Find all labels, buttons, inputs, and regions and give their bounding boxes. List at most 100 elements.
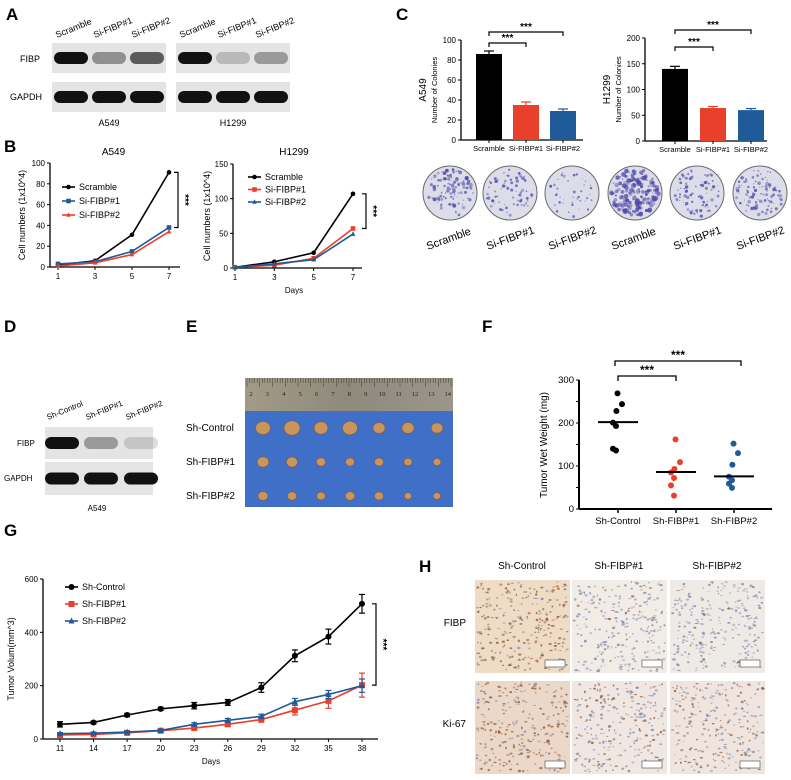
cell-nucleus [676,743,680,745]
cell-nucleus [646,749,650,752]
cell-nucleus [588,611,591,614]
cell-nucleus [639,585,643,588]
cell-nucleus [722,756,725,758]
colony [746,189,748,192]
cell-nucleus [635,618,639,621]
cell-nucleus [701,750,705,753]
cell-nucleus [742,645,745,648]
fibp-blot-A549-band [92,52,126,64]
cell-nucleus [674,754,676,756]
cell-nucleus [505,746,507,750]
cell-nucleus [759,714,763,716]
data-point [90,729,97,736]
cell-nucleus [512,721,515,724]
cell-nucleus [625,687,628,690]
data-point [68,617,75,624]
cell-nucleus [639,738,643,740]
cell-nucleus [625,765,628,768]
cell-nucleus [736,590,740,593]
cell-nucleus [489,738,494,741]
colony [523,179,527,182]
cell-nucleus [646,618,650,621]
cell-nucleus [659,626,662,628]
colony [764,184,768,188]
cell-nucleus [600,610,603,613]
colony [709,173,711,175]
cell-nucleus [676,637,680,639]
cell-nucleus [596,723,600,727]
cell-nucleus [675,744,678,746]
cell-nucleus [485,700,488,702]
cell-nucleus [636,709,638,711]
cell-nucleus [729,592,732,595]
colony [779,198,783,202]
cell-nucleus [562,637,566,641]
cell-nucleus [682,582,686,586]
colony [651,177,654,180]
cell-nucleus [521,619,524,622]
cell-nucleus [506,654,509,657]
cell-nucleus [709,647,713,649]
cell-nucleus [492,752,495,754]
cell-nucleus [574,760,578,762]
cell-nucleus [719,595,723,597]
cell-nucleus [749,750,752,752]
cell-nucleus [728,719,732,722]
cell-nucleus [581,763,584,766]
colony [688,177,692,181]
cell-nucleus [692,705,694,708]
cell-nucleus [476,701,480,704]
colony [510,188,514,192]
column-label: Sh-FIBP#2 [693,561,742,572]
cell-nucleus [600,708,604,711]
colony [704,186,708,190]
row-label-fibp: FIBP [17,439,35,448]
data-point [224,699,231,706]
cell-nucleus [687,716,692,719]
cell-nucleus [693,685,696,688]
cell-nucleus [685,692,690,695]
cell-nucleus [612,697,616,700]
cell-nucleus [607,698,610,701]
cell-nucleus [533,704,536,707]
colony [447,174,451,178]
ihc-image [670,580,765,673]
cell-nucleus [508,632,512,634]
cell-nucleus [513,686,516,689]
colony [627,206,632,211]
colony [525,196,529,200]
cell-nucleus [597,760,600,763]
cell-nucleus [725,601,728,603]
cell-nucleus [734,769,738,771]
cell-nucleus [610,636,614,639]
colony [520,176,525,180]
cell-nucleus [499,726,502,729]
colony [452,190,456,194]
cell-nucleus [756,596,759,599]
cell-nucleus [543,667,548,670]
cell-nucleus [728,753,731,756]
cell-nucleus [716,729,721,731]
colony [452,183,454,185]
cell-nucleus [688,720,692,723]
cell-nucleus [519,618,522,620]
row-label-gapdh: GAPDH [4,474,33,483]
cell-nucleus [548,742,551,745]
colony [515,190,517,192]
colony [678,193,682,196]
cell-nucleus [566,720,568,722]
cell-nucleus [518,748,522,751]
data-point [311,250,316,256]
cell-nucleus [505,668,508,671]
cell-nucleus [499,660,502,663]
cell-nucleus [631,667,634,671]
colony [453,196,455,198]
significance-stars: *** [707,20,719,31]
cell-nucleus [674,658,677,661]
colony [684,182,688,186]
data-point [66,212,71,217]
cell-nucleus [698,650,703,653]
cell-nucleus [744,609,748,612]
cell-nucleus [742,725,745,728]
fibp-blot-A549-band [54,52,88,64]
